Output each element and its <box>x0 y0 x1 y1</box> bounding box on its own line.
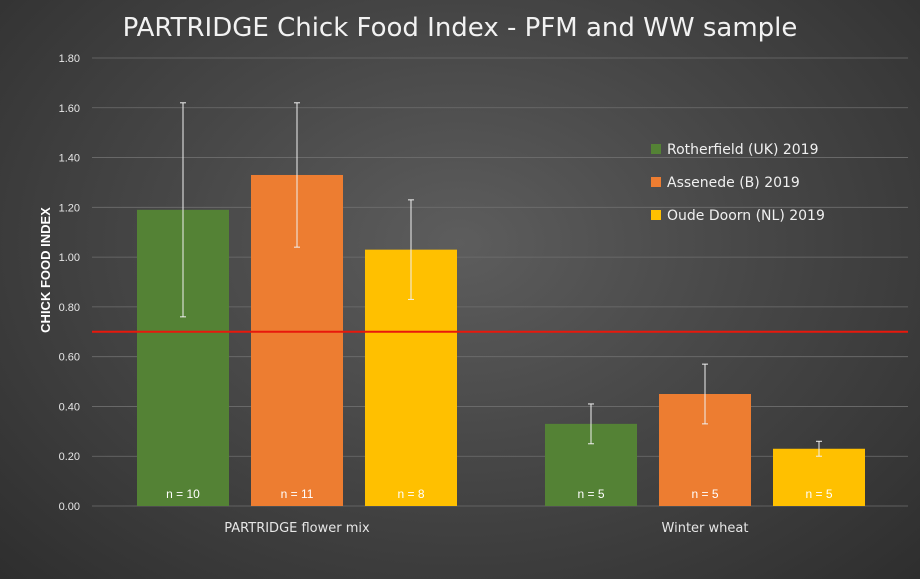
y-tick-label: 0.80 <box>59 302 80 314</box>
y-tick-label: 0.20 <box>59 451 80 463</box>
legend-swatch <box>651 210 661 220</box>
legend-swatch <box>651 144 661 154</box>
y-tick-labels: 0.00 0.20 0.40 0.60 0.80 1.00 1.20 1.40 1.60 1.80 <box>59 53 80 513</box>
y-tick-label: 0.40 <box>59 401 80 413</box>
y-axis-label: CHICK FOOD INDEX <box>38 207 53 333</box>
legend-label: Rotherfield (UK) 2019 <box>667 142 818 158</box>
error-bars <box>180 102 822 457</box>
chart-title: PARTRIDGE Chick Food Index - PFM and WW … <box>123 13 798 43</box>
legend-label: Oude Doorn (NL) 2019 <box>667 208 825 224</box>
n-label: n = 5 <box>691 487 718 501</box>
legend-swatch <box>651 177 661 187</box>
n-label: n = 10 <box>166 487 200 501</box>
legend: Rotherfield (UK) 2019 Assenede (B) 2019 Ou… <box>651 142 825 224</box>
n-labels: n = 10 n = 5 n = 11 n = 5 n = 8 n = 5 <box>166 487 833 501</box>
y-tick-label: 1.40 <box>59 153 80 165</box>
y-tick-label: 0.00 <box>59 501 80 513</box>
y-tick-label: 1.20 <box>59 202 80 214</box>
n-label: n = 11 <box>281 487 314 501</box>
y-tick-label: 1.80 <box>59 53 80 65</box>
category-label: Winter wheat <box>662 521 749 536</box>
category-label: PARTRIDGE flower mix <box>224 521 370 536</box>
y-tick-label: 1.60 <box>59 103 80 115</box>
category-labels: PARTRIDGE flower mix Winter wheat <box>224 521 748 536</box>
n-label: n = 8 <box>397 487 424 501</box>
legend-label: Assenede (B) 2019 <box>667 175 800 191</box>
bar <box>773 448 865 506</box>
y-tick-label: 0.60 <box>59 352 80 364</box>
y-tick-label: 1.00 <box>59 252 80 264</box>
n-label: n = 5 <box>577 487 604 501</box>
n-label: n = 5 <box>805 487 832 501</box>
